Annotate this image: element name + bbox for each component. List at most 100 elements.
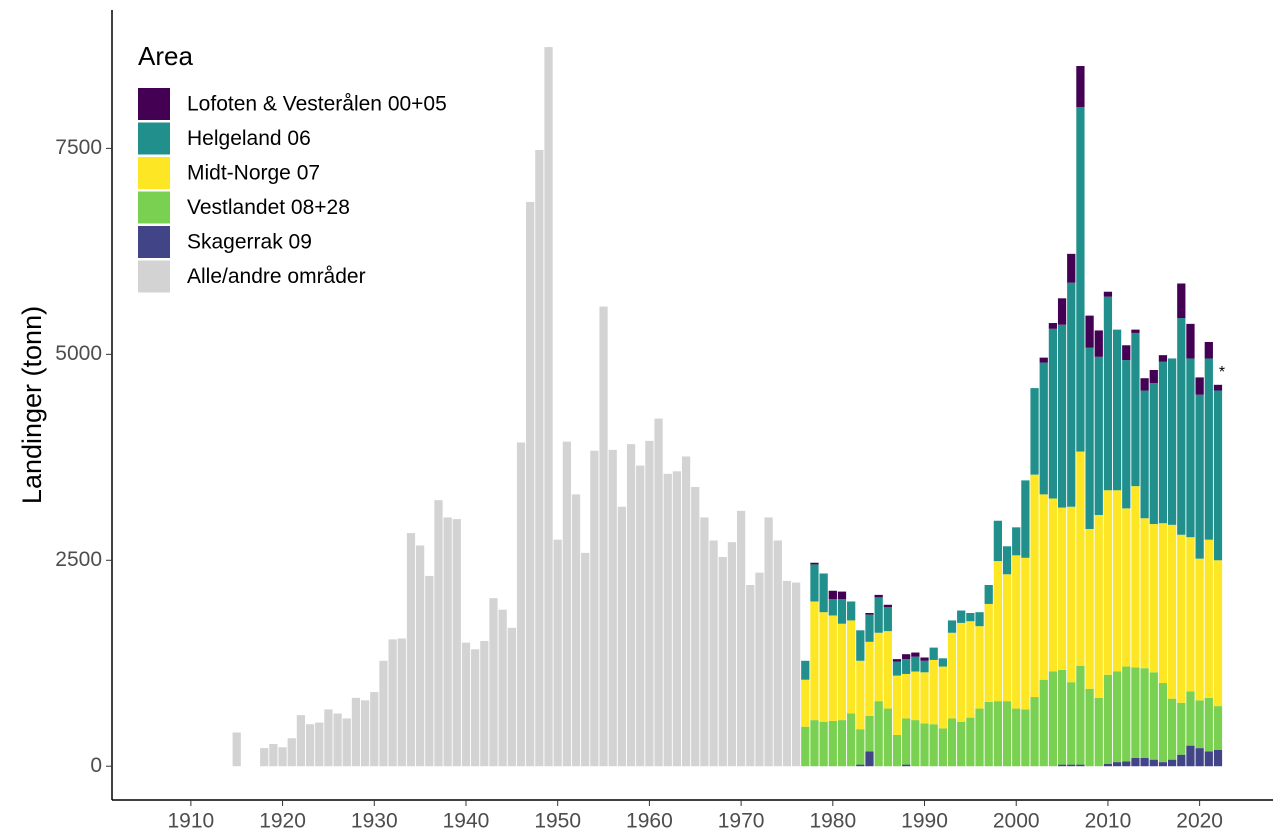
bar-segment <box>892 661 902 676</box>
bar-segment <box>1158 523 1168 684</box>
bar-segment <box>764 517 773 767</box>
bar-segment <box>957 622 966 722</box>
x-tick-label: 1950 <box>534 810 581 833</box>
bar-segment <box>1140 390 1149 519</box>
bar-segment <box>856 660 865 730</box>
bar-segment <box>837 623 847 721</box>
bar-segment <box>1204 697 1213 752</box>
bar-segment <box>828 598 837 616</box>
bar-segment <box>333 713 342 767</box>
bar-segment <box>1195 700 1204 749</box>
bar-segment <box>1076 665 1085 765</box>
bar-segment <box>1186 691 1195 746</box>
bar-segment <box>902 654 911 660</box>
bar-segment <box>1112 329 1122 491</box>
bar-segment <box>1213 749 1223 767</box>
x-tick-label: 1930 <box>351 810 398 833</box>
bar-segment <box>892 734 902 767</box>
bar-segment <box>1177 283 1186 319</box>
y-axis-label: Landinger (tonn) <box>17 306 47 504</box>
bar-segment <box>1057 298 1067 325</box>
bar-segment <box>1195 394 1204 559</box>
bar-segment <box>1158 355 1168 362</box>
bar-segment <box>865 751 874 767</box>
legend-key <box>138 157 170 189</box>
bar-segment <box>837 598 847 624</box>
bar-segment <box>947 718 957 767</box>
bar-segment <box>1186 537 1195 692</box>
bar-segment <box>865 715 874 752</box>
bar-segment <box>1048 323 1058 329</box>
bar-segment <box>1012 708 1021 767</box>
bar-segment <box>755 572 764 767</box>
bar-segment <box>1122 345 1131 361</box>
bar-segment <box>874 594 883 598</box>
bar-segment <box>1158 683 1168 763</box>
bar-segment <box>856 764 865 767</box>
bar-segment <box>434 500 443 767</box>
bar-segment <box>1012 527 1021 556</box>
bar-segment <box>801 679 810 727</box>
bar-segment <box>911 720 920 767</box>
x-tick-label: 1960 <box>626 810 673 833</box>
bar-segment <box>828 615 837 721</box>
bar-segment <box>957 610 966 623</box>
bar-segment <box>883 631 892 709</box>
bar-segment <box>718 556 727 767</box>
bar-segment <box>1039 357 1048 363</box>
bar-segment <box>1067 682 1076 765</box>
bar-segment <box>920 660 929 673</box>
bar-segment <box>1158 762 1168 767</box>
bar-segment <box>993 561 1003 702</box>
bar-segment <box>1140 518 1149 669</box>
x-tick-label: 1990 <box>901 810 948 833</box>
bar-segment <box>810 720 819 767</box>
y-tick-label: 0 <box>90 754 102 777</box>
bar-segment <box>947 620 957 633</box>
bar-segment <box>929 724 938 767</box>
bar-segment <box>1204 358 1213 540</box>
bar-segment <box>902 764 911 767</box>
bar-segment <box>1140 668 1149 758</box>
bar-segment <box>452 519 461 767</box>
bar-segment <box>856 729 865 765</box>
legend-key <box>138 226 170 258</box>
bar-segment <box>461 642 471 767</box>
bar-segment <box>1213 384 1223 391</box>
bar-segment <box>1039 494 1048 680</box>
bar-segment <box>1186 358 1195 538</box>
bar-segment <box>1085 688 1094 767</box>
bar-segment <box>993 520 1003 562</box>
bar-segment <box>1002 546 1012 575</box>
legend-label: Alle/andre områder <box>187 265 366 288</box>
bar-segment <box>1131 329 1140 333</box>
bar-segment <box>1048 328 1058 499</box>
bar-segment <box>837 720 847 767</box>
bar-segment <box>691 486 700 767</box>
bar-segment <box>856 630 865 661</box>
bar-segment <box>1112 490 1122 672</box>
bar-segment <box>938 666 947 729</box>
bar-segment <box>1021 709 1030 767</box>
bar-segment <box>1030 697 1039 767</box>
x-tick-label: 2020 <box>1176 810 1223 833</box>
bar-segment <box>911 652 920 657</box>
bar-segment <box>1149 383 1158 525</box>
bar-segment <box>397 638 406 767</box>
bar-segment <box>1002 701 1012 767</box>
bar-segment <box>1177 754 1186 767</box>
bar-segment <box>1039 679 1048 767</box>
bar-segment <box>1177 702 1186 755</box>
bar-segment <box>1030 388 1039 475</box>
bar-segment <box>1122 666 1131 762</box>
bar-segment <box>1076 107 1085 452</box>
legend-key <box>138 191 170 224</box>
bar-segment <box>1213 560 1223 707</box>
bar-segment <box>1085 347 1094 529</box>
bar-segment <box>1131 486 1140 668</box>
bar-segment <box>1048 671 1058 767</box>
x-tick-label: 1920 <box>259 810 306 833</box>
y-tick-label: 2500 <box>55 548 102 571</box>
bar-segment <box>1048 498 1058 672</box>
bar-segment <box>260 748 269 767</box>
